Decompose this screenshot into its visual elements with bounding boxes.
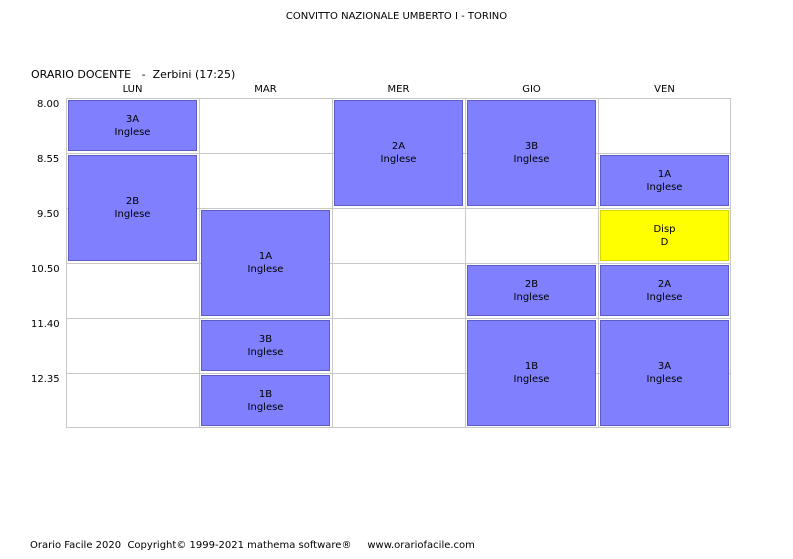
time-label: 8.00	[37, 99, 60, 110]
time-label: 9.50	[37, 209, 60, 220]
separator: -	[141, 68, 146, 81]
lesson-class: 2A	[657, 278, 672, 290]
lesson-subject: Inglese	[114, 209, 151, 220]
lesson-block[interactable]: 1A Inglese	[201, 210, 330, 316]
lesson-class: 1A	[657, 168, 672, 180]
lesson-class: 1A	[258, 251, 273, 262]
lesson-class: 1B	[258, 388, 273, 400]
lesson-subject: Inglese	[513, 374, 550, 385]
lesson-class: 2A	[391, 141, 406, 152]
school-title: CONVITTO NAZIONALE UMBERTO I - TORINO	[285, 11, 508, 22]
day-label-lun: LUN	[122, 84, 143, 95]
lesson-subject: D	[660, 236, 669, 248]
lesson-block[interactable]: 1A Inglese	[600, 155, 729, 206]
footer: Orario Facile 2020 Copyright© 1999-2021 …	[30, 540, 475, 551]
teacher-hours: (17:25)	[194, 68, 236, 81]
footer-copyright: Copyright© 1999-2021 mathema software®	[127, 540, 352, 551]
time-label: 8.55	[37, 154, 60, 165]
lesson-class: 3A	[125, 113, 140, 125]
lesson-class: 3B	[524, 141, 539, 152]
lesson-subject: Inglese	[114, 126, 151, 138]
grid-divider-horizontal	[67, 318, 730, 319]
footer-website[interactable]: www.orariofacile.com	[367, 540, 475, 551]
lesson-subject: Inglese	[513, 154, 550, 165]
lesson-block[interactable]: 1B Inglese	[201, 375, 330, 426]
lesson-block[interactable]: 3B Inglese	[201, 320, 330, 371]
time-label: 12.35	[31, 374, 60, 385]
lesson-block[interactable]: 3A Inglese	[600, 320, 729, 426]
day-label-mar: MAR	[254, 84, 277, 95]
time-label: 10.50	[31, 264, 60, 275]
lesson-subject: Inglese	[646, 374, 683, 385]
lesson-subject: Inglese	[646, 181, 683, 193]
timetable-header: ORARIO DOCENTE - Zerbini (17:25)	[31, 68, 235, 81]
lesson-block[interactable]: 2B Inglese	[467, 265, 596, 316]
lesson-subject: Inglese	[247, 264, 284, 275]
footer-product: Orario Facile 2020	[30, 540, 122, 551]
lesson-class: 2B	[524, 278, 539, 290]
day-label-gio: GIO	[522, 84, 541, 95]
lesson-class: 3A	[657, 361, 672, 372]
lesson-class: 3B	[258, 333, 273, 345]
grid-divider-horizontal	[67, 208, 730, 209]
lesson-class: 2B	[125, 196, 140, 207]
lesson-class: 1B	[524, 361, 539, 372]
lesson-subject: Inglese	[380, 154, 417, 165]
teacher-name: Zerbini	[152, 68, 192, 81]
timetable-label: ORARIO DOCENTE	[31, 68, 132, 81]
lesson-subject: Inglese	[513, 291, 550, 303]
lesson-subject: Inglese	[247, 346, 284, 358]
time-label: 11.40	[31, 319, 60, 330]
lesson-block[interactable]: 1B Inglese	[467, 320, 596, 426]
grid-divider-horizontal	[67, 373, 730, 374]
day-label-ven: VEN	[654, 84, 675, 95]
grid-divider-horizontal	[67, 263, 730, 264]
day-label-mer: MER	[387, 84, 410, 95]
lesson-block[interactable]: 3B Inglese	[467, 100, 596, 206]
lesson-block[interactable]: 3A Inglese	[68, 100, 197, 151]
lesson-block[interactable]: 2A Inglese	[600, 265, 729, 316]
lesson-block[interactable]: 2B Inglese	[68, 155, 197, 261]
availability-block[interactable]: Disp D	[600, 210, 729, 261]
lesson-subject: Inglese	[247, 401, 284, 413]
lesson-block[interactable]: 2A Inglese	[334, 100, 463, 206]
lesson-subject: Inglese	[646, 291, 683, 303]
lesson-class: Disp	[653, 223, 676, 235]
